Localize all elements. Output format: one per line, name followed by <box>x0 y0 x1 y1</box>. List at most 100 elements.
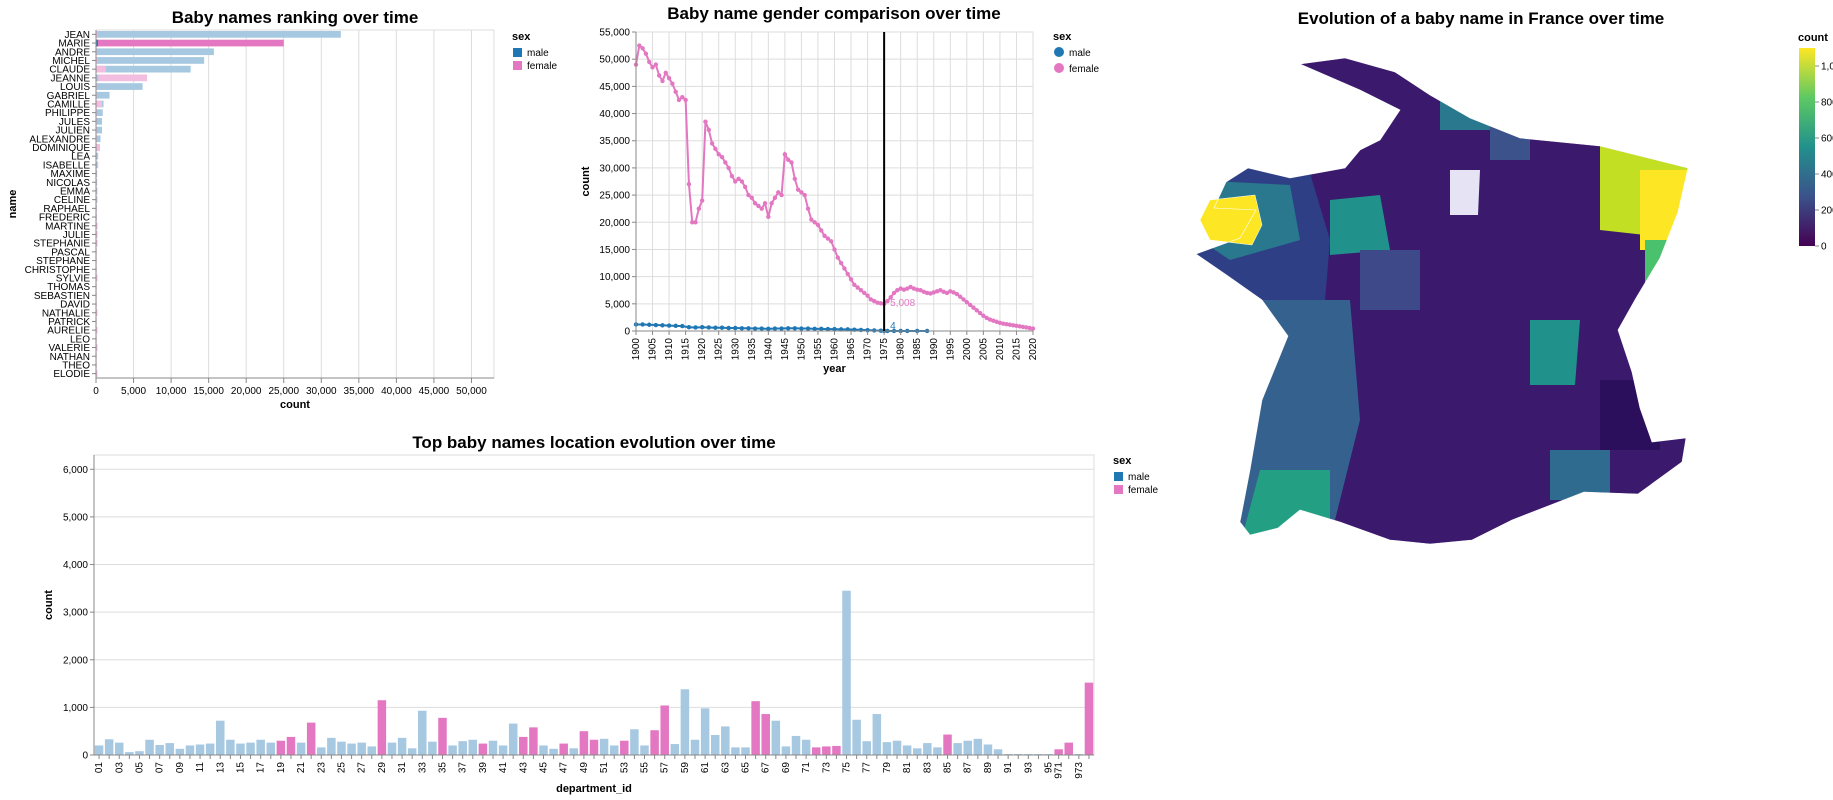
gender-point-male[interactable] <box>733 325 738 331</box>
gender-point-female[interactable] <box>650 65 655 70</box>
gender-point-female[interactable] <box>994 319 999 324</box>
location-bar[interactable] <box>478 743 488 755</box>
gender-point-female[interactable] <box>716 152 721 157</box>
location-bar[interactable] <box>418 710 427 755</box>
brittany-west-region[interactable] <box>1199 194 1263 246</box>
gender-point-female[interactable] <box>964 299 970 305</box>
ranking-bar-female[interactable] <box>96 344 98 351</box>
location-legend-swatch-female[interactable] <box>1114 485 1123 494</box>
ranking-bar-male[interactable] <box>96 109 103 116</box>
gender-point-female[interactable] <box>855 285 860 290</box>
gender-point-female[interactable] <box>921 289 927 295</box>
ranking-bar-female[interactable] <box>96 326 98 334</box>
location-bar[interactable] <box>195 744 205 755</box>
location-bar[interactable] <box>327 737 336 755</box>
gender-point-female[interactable] <box>656 73 662 78</box>
gender-point-female[interactable] <box>974 308 979 313</box>
location-bar[interactable] <box>609 745 619 755</box>
location-legend-label-male[interactable]: male <box>1128 472 1150 483</box>
gender-point-female[interactable] <box>726 165 731 171</box>
gender-point-female[interactable] <box>653 62 659 67</box>
gender-point-female[interactable] <box>938 288 943 293</box>
gender-point-male[interactable] <box>673 323 678 329</box>
gender-point-female[interactable] <box>1004 322 1009 327</box>
gender-point-female[interactable] <box>997 320 1003 326</box>
gender-point-male[interactable] <box>772 326 778 331</box>
location-bar[interactable] <box>377 700 387 755</box>
location-bar[interactable] <box>902 745 912 755</box>
ranking-bar-female[interactable] <box>96 222 98 230</box>
location-bar[interactable] <box>317 747 326 755</box>
location-bar[interactable] <box>286 736 296 755</box>
location-bar[interactable] <box>559 743 568 755</box>
gender-point-female[interactable] <box>872 298 877 304</box>
location-bar[interactable] <box>862 741 871 755</box>
ranking-bar-male[interactable] <box>96 39 98 47</box>
location-bar[interactable] <box>266 742 276 755</box>
location-bar[interactable] <box>721 726 730 755</box>
gender-point-female[interactable] <box>762 201 768 206</box>
location-bar[interactable] <box>226 739 235 755</box>
gender-point-female[interactable] <box>931 290 936 295</box>
gender-point-male[interactable] <box>779 326 784 331</box>
gender-point-female[interactable] <box>1027 325 1032 331</box>
location-bar[interactable] <box>923 743 932 755</box>
location-bar[interactable] <box>892 740 902 755</box>
location-bar[interactable] <box>115 742 124 755</box>
gender-point-male[interactable] <box>812 326 817 332</box>
location-bar[interactable] <box>306 722 316 755</box>
location-bar[interactable] <box>175 748 185 755</box>
gender-point-female[interactable] <box>739 179 745 184</box>
gender-point-female[interactable] <box>885 298 890 304</box>
gender-point-female[interactable] <box>795 187 801 192</box>
gender-point-male[interactable] <box>752 326 758 331</box>
france-regions[interactable] <box>1190 40 1700 550</box>
location-bar[interactable] <box>296 742 306 755</box>
gender-point-female[interactable] <box>699 198 705 203</box>
ranking-bar-male[interactable] <box>96 74 99 82</box>
gender-point-male[interactable] <box>838 327 844 332</box>
gender-point-female[interactable] <box>1017 324 1022 329</box>
gender-point-female[interactable] <box>901 287 907 292</box>
location-bar[interactable] <box>912 748 922 755</box>
ranking-bar-male[interactable] <box>96 152 98 160</box>
gender-point-female[interactable] <box>838 260 844 266</box>
gender-point-female[interactable] <box>928 291 933 296</box>
gender-point-female[interactable] <box>766 214 771 220</box>
gender-point-female[interactable] <box>1024 325 1029 330</box>
location-bar[interactable] <box>710 735 720 755</box>
location-bar[interactable] <box>933 747 942 755</box>
gender-point-female[interactable] <box>752 201 758 206</box>
location-bar[interactable] <box>882 742 892 755</box>
location-bar[interactable] <box>216 720 225 755</box>
gender-point-female[interactable] <box>822 233 827 239</box>
gender-point-female[interactable] <box>799 190 804 195</box>
gender-point-female[interactable] <box>842 266 847 271</box>
location-bar[interactable] <box>488 740 498 755</box>
gender-point-male[interactable] <box>713 325 718 330</box>
location-bar[interactable] <box>599 738 609 755</box>
location-bar[interactable] <box>579 731 589 755</box>
gender-point-male[interactable] <box>739 326 745 331</box>
location-bar[interactable] <box>347 743 356 755</box>
location-legend[interactable]: sex male female <box>1113 455 1158 496</box>
gender-point-female[interactable] <box>971 305 976 310</box>
location-bar[interactable] <box>458 741 467 755</box>
gender-point-female[interactable] <box>908 284 913 290</box>
gender-legend-label-female[interactable]: female <box>1069 64 1099 75</box>
gender-point-female[interactable] <box>1007 322 1013 327</box>
location-bar[interactable] <box>751 701 760 755</box>
gender-legend-swatch-male[interactable] <box>1054 47 1064 57</box>
gender-point-female[interactable] <box>742 184 748 190</box>
ranking-bar-male[interactable] <box>96 31 341 38</box>
gender-point-female[interactable] <box>944 290 950 296</box>
gender-point-female[interactable] <box>660 78 665 84</box>
gender-point-female[interactable] <box>977 310 983 316</box>
gender-point-female[interactable] <box>736 176 741 181</box>
ranking-bar-female[interactable] <box>96 309 98 317</box>
gender-point-male[interactable] <box>680 323 685 329</box>
location-bar[interactable] <box>508 723 518 755</box>
gender-point-female[interactable] <box>776 190 781 195</box>
ranking-bar-female[interactable] <box>96 274 98 282</box>
gender-point-female[interactable] <box>961 297 966 302</box>
